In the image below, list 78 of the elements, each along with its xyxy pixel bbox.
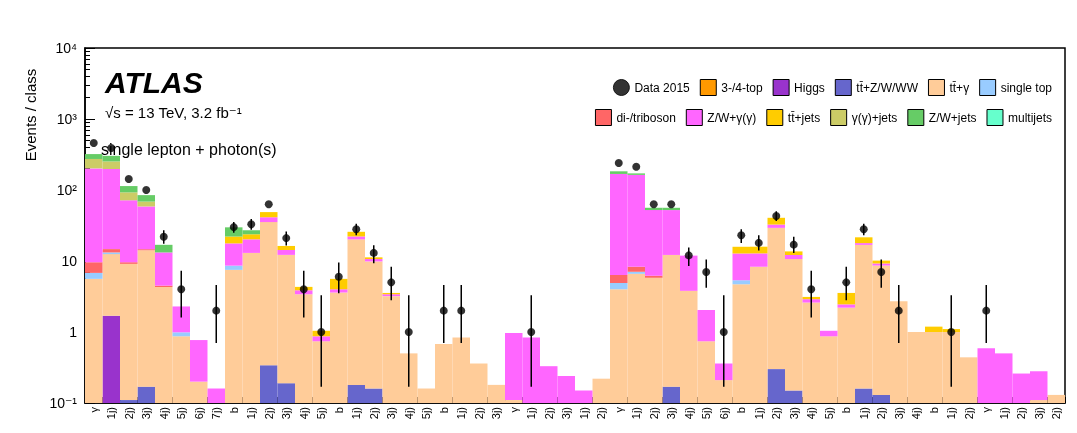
annotation: single lepton + photon(s) (101, 140, 277, 158)
x-tick-label: b (332, 407, 345, 414)
y-tick-label: 10³ (56, 111, 78, 127)
x-tick-label: 2j) (595, 407, 608, 420)
x-tick-label: 2j) (1015, 407, 1028, 420)
legend-label: multijets (1007, 110, 1053, 125)
x-tick-label: 3j) (490, 407, 503, 420)
x-tick-label: 3j) (665, 407, 678, 420)
x-tick-label: 1j) (525, 407, 538, 420)
x-tick-label: 2j) (875, 407, 888, 420)
x-tick-label: 1j) (350, 407, 363, 420)
y-tick-label: 10⁻¹ (49, 395, 78, 411)
x-tick-label: 1j) (997, 407, 1010, 420)
x-tick-label: 3j) (280, 407, 293, 420)
x-tick-label: 4j) (805, 407, 818, 420)
x-tick-label: 1j) (945, 407, 958, 420)
x-tick-label: 6j) (717, 407, 730, 420)
x-tick-label: 5j) (420, 407, 433, 420)
x-tick-label: 1j) (630, 407, 643, 420)
x-tick-label: 4j) (402, 407, 415, 420)
x-tick-label: 3j) (140, 407, 153, 420)
legend-label: tt̄+jets (787, 110, 821, 125)
x-tick-label: 2j) (262, 407, 275, 420)
legend-label: tt̄+Z/W/WW (856, 80, 919, 95)
x-tick-label: 7j) (210, 407, 223, 420)
x-tick-label: 2j) (1050, 407, 1063, 420)
x-tick-label: γ (507, 406, 520, 413)
text: ATLAS (104, 65, 203, 99)
legend-label: Z/W+γ(γ) (707, 110, 757, 125)
legend-label: Z/W+jets (928, 110, 977, 125)
x-tick-label: γ (980, 406, 993, 413)
x-tick-label: 3j) (892, 407, 905, 420)
x-tick-label: b (227, 407, 240, 414)
x-tick-label: 1j) (857, 407, 870, 420)
y-tick-label: 10² (56, 182, 78, 198)
x-tick-label: b (735, 407, 748, 414)
y-tick-label: 10⁴ (55, 40, 77, 56)
x-tick-label: 1j) (577, 407, 590, 420)
x-tick-label: 3j) (385, 407, 398, 420)
x-tick-label: b (840, 407, 853, 414)
x-tick-label: 2j) (962, 407, 975, 420)
x-tick-label: 4j) (157, 407, 170, 420)
legend-label: tt̄+γ (949, 80, 970, 95)
x-tick-label: 5j) (315, 407, 328, 420)
y-tick-label: 1 (69, 324, 78, 340)
y-axis-title: Events / class (21, 68, 39, 162)
x-tick-label: 2j) (367, 407, 380, 420)
x-tick-label: 5j) (175, 407, 188, 420)
legend-label: Data 2015 (634, 80, 691, 95)
legend-label: γ(γ)+jets (851, 110, 898, 125)
x-tick-label: 6j) (192, 407, 205, 420)
x-tick-label: b (437, 407, 450, 414)
x-tick-label: 1j) (455, 407, 468, 420)
x-tick-label: 2j) (122, 407, 135, 420)
legend-label: Higgs (794, 80, 825, 95)
x-tick-label: 3j) (1032, 407, 1045, 420)
x-tick-label: 3j) (787, 407, 800, 420)
legend-label: single top (1000, 80, 1053, 95)
legend-label: 3-/4-top (721, 80, 763, 95)
x-tick-label: b (927, 407, 940, 414)
x-tick-label: 4j) (682, 407, 695, 420)
y-tick-label: 10 (61, 253, 78, 269)
x-tick-label: γ (612, 406, 625, 413)
x-tick-label: 1j) (752, 407, 765, 420)
legend-label: di-/triboson (616, 110, 676, 125)
x-tick-label: 4j) (910, 407, 923, 420)
x-tick-label: 2j) (770, 407, 783, 420)
x-tick-label: 5j) (700, 407, 713, 420)
x-tick-label: 1j) (245, 407, 258, 420)
x-tick-label: 2j) (542, 407, 555, 420)
x-tick-label: γ (87, 406, 100, 413)
x-tick-label: 4j) (297, 407, 310, 420)
x-tick-label: 1j) (105, 407, 118, 420)
x-tick-label: 2j) (647, 407, 660, 420)
x-tick-label: 3j) (560, 407, 573, 420)
text: √s = 13 TeV, 3.2 fb⁻¹ (105, 104, 242, 121)
x-tick-label: 2j) (472, 407, 485, 420)
x-tick-label: 5j) (822, 407, 835, 420)
